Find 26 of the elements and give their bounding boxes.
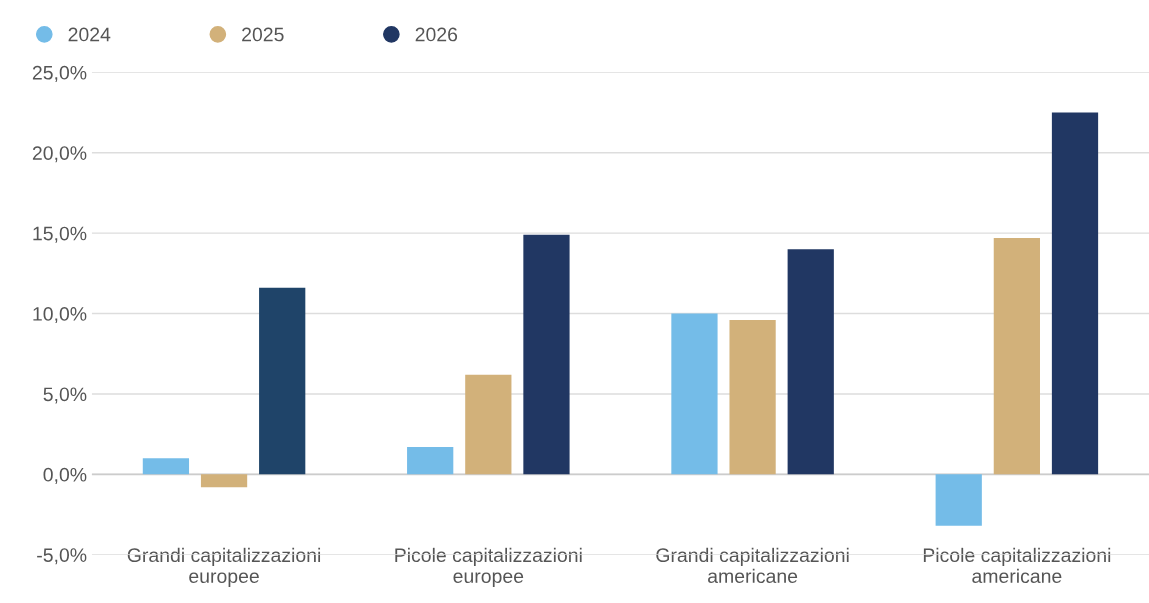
legend-label: 2026 <box>415 27 458 42</box>
legend-label: 2024 <box>68 27 111 42</box>
y-tick-label: 0,0% <box>43 467 87 484</box>
x-tick-label: Picole capitalizzazioni europee <box>395 547 582 587</box>
bar <box>787 249 834 475</box>
bar <box>259 287 306 475</box>
bar <box>729 319 776 475</box>
bar <box>142 458 190 475</box>
bar <box>465 374 512 475</box>
bar <box>1051 112 1099 475</box>
y-tick-label: -5,0% <box>37 548 87 565</box>
x-tick-label: Picole capitalizzazioni americane <box>923 547 1111 584</box>
x-tick-label: Grandi capitalizzazioni americane <box>656 547 849 584</box>
bar <box>407 447 454 475</box>
legend-label: 2025 <box>242 27 284 42</box>
bar <box>200 474 248 488</box>
y-tick-label: 25,0% <box>32 65 87 82</box>
bar <box>993 237 1040 475</box>
x-tick-label: Grandi capitalizzazioni europee <box>127 547 321 587</box>
bar <box>671 313 718 475</box>
y-tick-label: 10,0% <box>33 307 87 324</box>
y-tick-label: 5,0% <box>43 387 87 404</box>
y-tick-label: 20,0% <box>32 146 87 163</box>
bar <box>523 234 570 475</box>
y-tick-label: 15,0% <box>33 226 87 243</box>
bar <box>935 474 982 526</box>
